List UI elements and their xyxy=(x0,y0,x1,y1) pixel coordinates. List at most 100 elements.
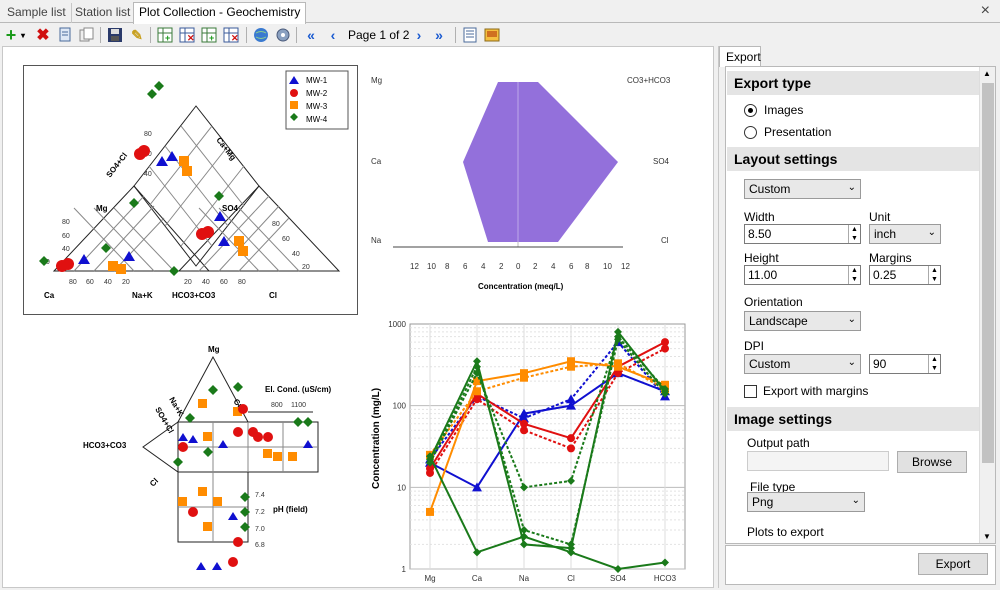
data-point xyxy=(473,548,481,557)
stiff-cl-label: Cl xyxy=(661,236,669,245)
nak-label: Na+K xyxy=(132,291,153,300)
dpi-select[interactable]: Custom ⌄ xyxy=(744,354,861,374)
export-margins-label: Export with margins xyxy=(763,384,869,398)
grid-add-icon[interactable]: + xyxy=(156,26,174,44)
dpi-input[interactable]: 90 ▲ ▼ xyxy=(869,354,941,374)
data-point xyxy=(567,434,575,443)
so4cl-label: SO4+Cl xyxy=(104,151,129,179)
document-tabs: Sample list Station list Plot Collection… xyxy=(0,0,1000,24)
svg-text:40: 40 xyxy=(104,279,112,286)
svg-text:60: 60 xyxy=(282,236,290,243)
layout-select[interactable]: Custom ⌄ xyxy=(744,179,861,199)
svg-text:4: 4 xyxy=(551,262,556,271)
previous-page-icon[interactable]: ‹ xyxy=(330,27,336,43)
paste-icon[interactable] xyxy=(78,26,96,44)
file-type-select[interactable]: Png ⌄ xyxy=(747,492,865,512)
plots-to-export-label: Plots to export xyxy=(747,525,824,539)
svg-text:2: 2 xyxy=(499,262,504,271)
data-point xyxy=(614,327,622,336)
next-page-icon[interactable]: › xyxy=(416,27,422,43)
spinner-icon[interactable]: ▲ ▼ xyxy=(928,266,940,284)
svg-text:60: 60 xyxy=(220,279,228,286)
y-tick-label: 1 xyxy=(402,565,407,574)
globe-icon[interactable] xyxy=(252,26,270,44)
x-tick-label: Cl xyxy=(567,574,575,583)
width-label: Width xyxy=(744,210,775,224)
svg-text:4: 4 xyxy=(481,262,486,271)
durov-markers xyxy=(173,382,313,570)
width-input[interactable]: 8.50 ▲ ▼ xyxy=(744,224,861,244)
cl-label: Cl xyxy=(269,291,277,300)
dropdown-icon[interactable]: ▾ xyxy=(20,30,25,40)
settings-icon[interactable] xyxy=(274,26,292,44)
output-path-input[interactable] xyxy=(747,451,889,471)
data-point xyxy=(472,482,482,492)
stiff-ca-label: Ca xyxy=(371,157,382,166)
unit-select[interactable]: inch ⌄ xyxy=(869,224,941,244)
x-tick-label: Mg xyxy=(424,574,435,583)
dpi-label: DPI xyxy=(744,339,765,353)
svg-text:1100: 1100 xyxy=(291,402,306,409)
svg-text:40: 40 xyxy=(292,251,300,258)
data-point xyxy=(520,419,528,428)
close-icon[interactable]: × xyxy=(980,2,990,19)
chevron-down-icon: ⌄ xyxy=(847,182,856,193)
presentation-radio[interactable] xyxy=(744,126,757,139)
durov-na-label: Na+K xyxy=(167,396,185,419)
image-icon[interactable] xyxy=(483,26,501,44)
svg-text:12: 12 xyxy=(410,262,419,271)
durov-svg: Mg HCO3+CO3 El. Cond. (uS/cm) pH (field)… xyxy=(83,345,332,570)
layout-icon[interactable] xyxy=(461,26,479,44)
height-input[interactable]: 11.00 ▲ ▼ xyxy=(744,265,861,285)
edit-icon[interactable]: ✎ xyxy=(131,26,143,43)
piper-svg: Mg SO4 Ca Na+K HCO3+CO3 Cl SO4+Cl Ca+Mg … xyxy=(39,70,349,300)
export-footer: Export xyxy=(725,545,996,585)
spinner-icon[interactable]: ▲ ▼ xyxy=(848,225,860,243)
export-button[interactable]: Export xyxy=(918,553,988,575)
margins-label: Margins xyxy=(869,251,912,265)
grid-add-row-icon[interactable]: + xyxy=(200,26,218,44)
data-point xyxy=(519,408,529,418)
save-icon[interactable] xyxy=(106,26,124,44)
chevron-down-icon: ⌄ xyxy=(927,227,936,238)
spinner-icon[interactable]: ▲ ▼ xyxy=(848,266,860,284)
data-point xyxy=(566,400,576,410)
images-radio[interactable] xyxy=(744,104,757,117)
stiff-xlabel: Concentration (meq/L) xyxy=(478,282,564,291)
plot-canvas: Mg SO4 Ca Na+K HCO3+CO3 Cl SO4+Cl Ca+Mg … xyxy=(2,46,714,588)
margins-input[interactable]: 0.25 ▲ ▼ xyxy=(869,265,941,285)
data-point xyxy=(426,458,434,467)
toolbar: + ▾ ✖ ✎ + ✕ + ✕ « ‹ Page 1 of 2 › » xyxy=(0,24,1000,46)
layout-settings-header[interactable]: Layout settings xyxy=(727,147,981,171)
orientation-select[interactable]: Landscape ⌄ xyxy=(744,311,861,331)
export-margins-checkbox[interactable] xyxy=(744,385,757,398)
export-type-header[interactable]: Export type xyxy=(727,71,981,95)
tab-export[interactable]: Export xyxy=(719,46,761,67)
copy-icon[interactable] xyxy=(56,26,74,44)
delete-icon[interactable]: ✖ xyxy=(36,27,50,44)
data-point xyxy=(614,359,622,368)
durov-diagram: Mg HCO3+CO3 El. Cond. (uS/cm) pH (field)… xyxy=(83,337,353,582)
so4-label: SO4 xyxy=(222,204,239,213)
svg-text:6.8: 6.8 xyxy=(255,542,265,549)
scrollbar-thumb[interactable] xyxy=(982,83,994,463)
tab-sample-list[interactable]: Sample list xyxy=(2,3,72,23)
data-point xyxy=(473,387,481,396)
tab-plot-collection[interactable]: Plot Collection - Geochemistry xyxy=(133,2,307,24)
add-icon[interactable]: + xyxy=(5,24,17,45)
browse-button[interactable]: Browse xyxy=(897,451,967,473)
grid-remove-icon[interactable]: ✕ xyxy=(178,26,196,44)
tab-station-list[interactable]: Station list xyxy=(70,3,137,23)
spinner-icon[interactable]: ▲ ▼ xyxy=(928,355,940,373)
data-point xyxy=(567,476,575,485)
last-page-icon[interactable]: » xyxy=(435,27,443,43)
first-page-icon[interactable]: « xyxy=(307,27,315,43)
x-tick-label: HCO3 xyxy=(654,574,677,583)
mg-label: Mg xyxy=(96,204,108,213)
scrollbar[interactable]: ▲ ▼ xyxy=(979,67,995,543)
grid-remove-row-icon[interactable]: ✕ xyxy=(222,26,240,44)
scroll-up-icon[interactable]: ▲ xyxy=(983,69,991,78)
image-settings-header[interactable]: Image settings xyxy=(727,407,981,431)
scroll-down-icon[interactable]: ▼ xyxy=(983,532,991,541)
svg-text:✕: ✕ xyxy=(187,33,195,43)
